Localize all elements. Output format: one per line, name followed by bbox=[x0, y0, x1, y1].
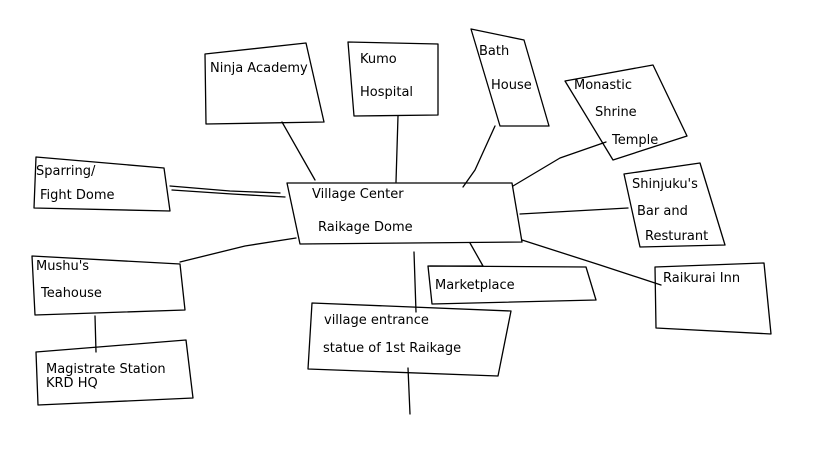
hospital-label-line1: Kumo bbox=[360, 52, 397, 67]
connector-sparring bbox=[169, 185, 281, 194]
marketplace-label: Marketplace bbox=[435, 278, 515, 293]
connector-entrance-tail bbox=[407, 367, 411, 415]
connector-bath bbox=[462, 125, 496, 188]
connector-hospital bbox=[395, 115, 399, 183]
bath-label-line2: House bbox=[491, 78, 532, 93]
box-temple bbox=[564, 64, 688, 161]
magistrate-label-line1: Magistrate Station bbox=[46, 362, 166, 377]
academy-label: Ninja Academy bbox=[210, 61, 308, 76]
connector-academy bbox=[281, 121, 316, 181]
teahouse-label-line2: Teahouse bbox=[41, 286, 102, 301]
inn-label: Raikurai Inn bbox=[663, 271, 741, 286]
magistrate-label-line2: KRD HQ bbox=[46, 376, 98, 391]
hospital-label-line2: Hospital bbox=[360, 85, 414, 100]
box-academy bbox=[204, 42, 325, 125]
entrance-label-line1: village entrance bbox=[324, 313, 429, 328]
box-magistrate bbox=[35, 339, 194, 406]
connector-marketplace bbox=[429, 242, 484, 267]
temple-label-line2: Shrine bbox=[595, 105, 637, 120]
sparring-label-line2: Fight Dome bbox=[40, 188, 115, 203]
connector-teahouse bbox=[179, 237, 297, 263]
center-label-line2: Raikage Dome bbox=[318, 220, 413, 235]
box-bar bbox=[623, 162, 726, 248]
connector-magistrate bbox=[94, 315, 97, 353]
box-bath bbox=[470, 28, 550, 127]
teahouse-label-line1: Mushu's bbox=[36, 259, 90, 274]
box-marketplace bbox=[427, 265, 597, 305]
connector-bar bbox=[519, 207, 629, 215]
connector-temple bbox=[512, 141, 607, 187]
temple-label-line1: Monastic bbox=[574, 78, 633, 93]
center-label-line1: Village Center bbox=[312, 187, 404, 202]
box-center bbox=[286, 182, 523, 245]
bar-label-line3: Resturant bbox=[645, 229, 709, 244]
box-sparring bbox=[33, 156, 171, 212]
entrance-label-line2: statue of 1st Raikage bbox=[323, 341, 462, 356]
sparring-label-line1: Sparring/ bbox=[36, 164, 96, 179]
temple-label-line3: Temple bbox=[612, 133, 659, 148]
bar-label-line2: Bar and bbox=[637, 204, 688, 219]
box-inn bbox=[654, 262, 772, 335]
box-entrance bbox=[307, 302, 512, 377]
bar-label-line1: Shinjuku's bbox=[632, 177, 698, 192]
connector-sparring-2 bbox=[171, 189, 286, 198]
box-hospital bbox=[347, 41, 439, 117]
connector-inn bbox=[521, 239, 662, 286]
box-teahouse bbox=[31, 255, 186, 316]
connector-entrance bbox=[413, 251, 417, 313]
bath-label-line1: Bath bbox=[479, 44, 510, 59]
